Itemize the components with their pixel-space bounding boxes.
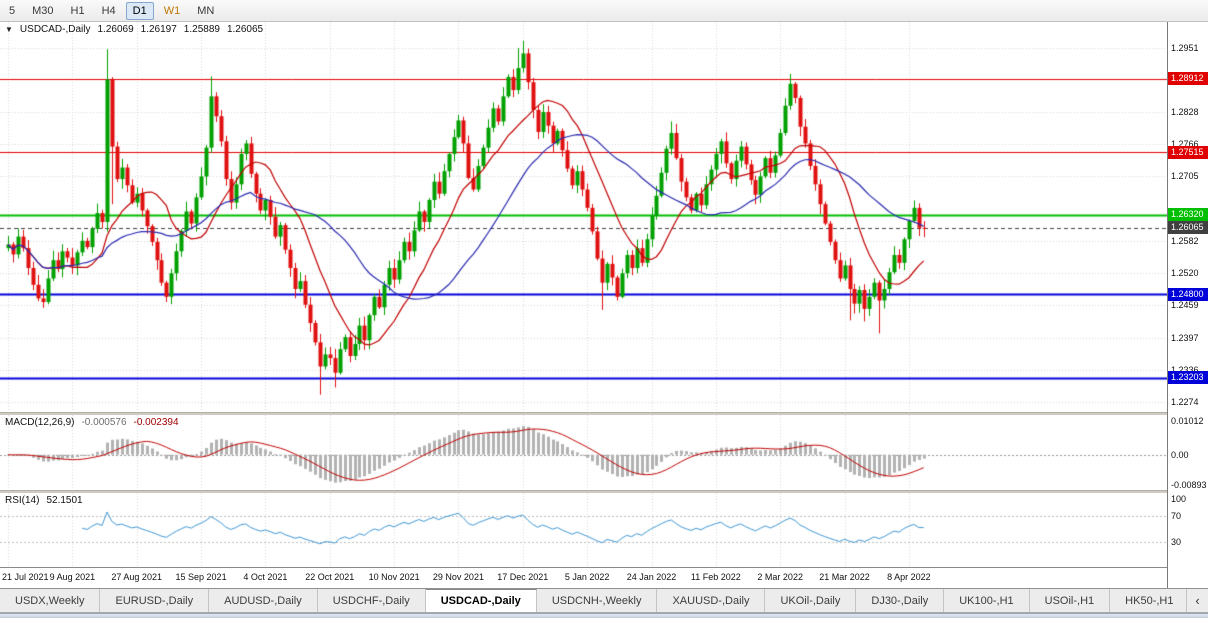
macd-canvas[interactable] bbox=[0, 415, 1167, 490]
ohlc-low-value: 1.25889 bbox=[183, 24, 220, 35]
level-price-label: 1.23203 bbox=[1168, 371, 1208, 385]
price-tick-label: 1.2336 bbox=[1171, 364, 1199, 375]
tab-usdcad-daily[interactable]: USDCAD-,Daily bbox=[425, 589, 537, 612]
timeframe-toolbar: 5 M30 H1 H4 D1 W1 MN bbox=[0, 0, 1208, 22]
symbol-dropdown-icon[interactable]: ▼ bbox=[5, 25, 13, 34]
date-label: 22 Oct 2021 bbox=[305, 572, 355, 582]
tab-usdx-weekly[interactable]: USDX,Weekly bbox=[0, 589, 101, 612]
ohlc-high-value: 1.26197 bbox=[140, 24, 177, 35]
rsi-canvas[interactable] bbox=[0, 493, 1167, 567]
timeframe-button-5[interactable]: 5 bbox=[9, 4, 16, 17]
tab-hk50-h1[interactable]: HK50-,H1 bbox=[1110, 589, 1190, 612]
level-price-label: 1.24800 bbox=[1168, 287, 1208, 301]
timeframe-button-d1[interactable]: D1 bbox=[125, 1, 154, 20]
price-tick-label: 1.2582 bbox=[1171, 235, 1199, 246]
price-axis[interactable]: 1.2951 1.2828 1.2766 1.2705 1.2582 1.2520 1.24… bbox=[1167, 22, 1208, 588]
price-tick-label: 1.2274 bbox=[1171, 397, 1199, 408]
rsi-value: 52.1501 bbox=[46, 495, 83, 506]
rsi-axis-label: 70 bbox=[1171, 510, 1182, 521]
timeframe-button-m30[interactable]: M30 bbox=[32, 4, 54, 17]
price-tick-label: 1.2766 bbox=[1171, 139, 1199, 150]
tab-audusd-daily[interactable]: AUDUSD-,Daily bbox=[209, 589, 318, 612]
tab-dj30-daily[interactable]: DJ30-,Daily bbox=[856, 589, 945, 612]
date-label: 17 Dec 2021 bbox=[497, 572, 549, 582]
rsi-panel: RSI(14) 52.1501 bbox=[0, 493, 1167, 567]
ohlc-open-value: 1.26069 bbox=[97, 24, 134, 35]
tabs-scroll-left-button[interactable]: ‹ bbox=[1186, 589, 1208, 612]
date-label: 27 Aug 2021 bbox=[111, 572, 162, 582]
rsi-label: RSI(14) 52.1501 bbox=[5, 495, 83, 506]
price-chart-panel: ▼ USDCAD-,Daily 1.26069 1.26197 1.25889 … bbox=[0, 22, 1167, 412]
date-label: 8 Apr 2022 bbox=[887, 572, 931, 582]
price-tick-label: 1.2828 bbox=[1171, 107, 1199, 118]
timeframe-button-w1[interactable]: W1 bbox=[163, 4, 181, 17]
timeframe-button-h4[interactable]: H4 bbox=[101, 4, 116, 17]
date-label: 9 Aug 2021 bbox=[49, 572, 96, 582]
ohlc-close-value: 1.26065 bbox=[226, 24, 264, 35]
chart-panels: ▼ USDCAD-,Daily 1.26069 1.26197 1.25889 … bbox=[0, 22, 1167, 588]
macd-axis-label: 0.01012 bbox=[1171, 415, 1204, 426]
tab-ukoil-daily[interactable]: UKOil-,Daily bbox=[765, 589, 857, 612]
price-tick-label: 1.2397 bbox=[1171, 332, 1199, 343]
macd-name: MACD(12,26,9) bbox=[5, 417, 75, 428]
panel-divider[interactable] bbox=[0, 490, 1167, 493]
macd-panel: MACD(12,26,9) -0.000576 -0.002394 bbox=[0, 415, 1167, 490]
date-label: 15 Sep 2021 bbox=[175, 572, 227, 582]
date-label: 21 Mar 2022 bbox=[819, 572, 870, 582]
date-label: 24 Jan 2022 bbox=[626, 572, 677, 582]
macd-main-value: -0.000576 bbox=[81, 417, 127, 428]
date-label: 21 Jul 2021 bbox=[2, 572, 49, 582]
chart-window: ▼ USDCAD-,Daily 1.26069 1.26197 1.25889 … bbox=[0, 22, 1208, 589]
date-label: 29 Nov 2021 bbox=[432, 572, 484, 582]
macd-axis-label: 0.00 bbox=[1171, 449, 1189, 460]
panel-divider[interactable] bbox=[0, 412, 1167, 415]
price-tick-label: 1.2951 bbox=[1171, 42, 1199, 53]
chart-tabs: USDX,Weekly EURUSD-,Daily AUDUSD-,Daily USD… bbox=[0, 589, 1208, 613]
rsi-axis-label: 100 bbox=[1171, 494, 1187, 504]
timeframe-button-h1[interactable]: H1 bbox=[70, 4, 85, 17]
tab-usoil-h1[interactable]: USOil-,H1 bbox=[1029, 589, 1111, 612]
price-tick-label: 1.2520 bbox=[1171, 268, 1199, 279]
price-chart-canvas[interactable] bbox=[0, 22, 1167, 412]
tab-xauusd-daily[interactable]: XAUUSD-,Daily bbox=[657, 589, 766, 612]
price-tick-label: 1.2459 bbox=[1171, 300, 1199, 311]
tab-eurusd-daily[interactable]: EURUSD-,Daily bbox=[100, 589, 210, 612]
tab-uk100-h1[interactable]: UK100-,H1 bbox=[944, 589, 1030, 612]
date-label: 11 Feb 2022 bbox=[690, 572, 741, 582]
tab-usdcnh-weekly[interactable]: USDCNH-,Weekly bbox=[536, 589, 658, 612]
current-price-label: 1.26065 bbox=[1168, 221, 1208, 235]
date-label: 5 Jan 2022 bbox=[564, 572, 610, 582]
chart-symbol-label: USDCAD-,Daily bbox=[19, 24, 91, 35]
level-price-label: 1.27515 bbox=[1168, 145, 1208, 159]
tab-usdchf-daily[interactable]: USDCHF-,Daily bbox=[317, 589, 426, 612]
macd-signal-value: -0.002394 bbox=[133, 417, 179, 428]
macd-axis-label: -0.00893 bbox=[1171, 479, 1207, 490]
date-label: 4 Oct 2021 bbox=[243, 572, 288, 582]
macd-label: MACD(12,26,9) -0.000576 -0.002394 bbox=[5, 417, 179, 428]
price-tick-label: 1.2705 bbox=[1171, 171, 1199, 182]
level-price-label: 1.28912 bbox=[1168, 72, 1208, 86]
chart-ohlc-header: ▼ USDCAD-,Daily 1.26069 1.26197 1.25889 … bbox=[5, 24, 263, 35]
level-price-label: 1.26320 bbox=[1168, 208, 1208, 222]
date-label: 10 Nov 2021 bbox=[368, 572, 420, 582]
rsi-name: RSI(14) bbox=[5, 495, 40, 506]
rsi-axis-label: 30 bbox=[1171, 537, 1182, 548]
window-edge bbox=[0, 613, 1208, 618]
timeframe-button-mn[interactable]: MN bbox=[197, 4, 215, 17]
time-axis[interactable]: 21 Jul 2021 9 Aug 2021 27 Aug 2021 15 Sep 2… bbox=[0, 567, 1167, 588]
date-label: 2 Mar 2022 bbox=[757, 572, 803, 582]
